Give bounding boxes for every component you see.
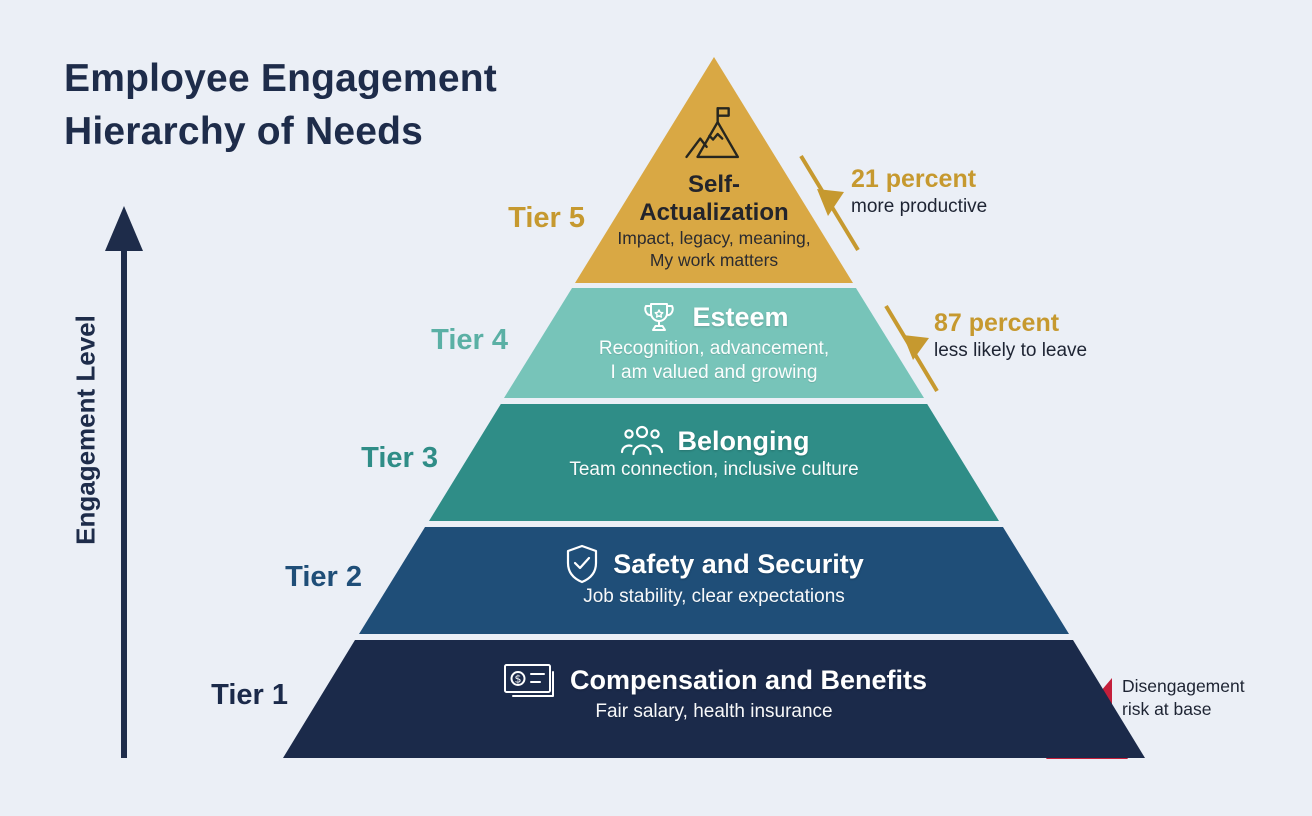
mountain-flag-icon — [685, 107, 740, 159]
tier-3-desc-line1: Team connection, inclusive culture — [569, 459, 859, 480]
svg-text:$: $ — [514, 673, 521, 686]
disengagement-risk-line2: risk at base — [1122, 699, 1212, 719]
disengagement-risk-line1: Disengagement — [1122, 676, 1245, 696]
tier-5-band-self-actualization: Self- Actualization Impact, legacy, mean… — [575, 57, 853, 283]
tier-4-title: Esteem — [692, 301, 789, 332]
page-title-line2: Hierarchy of Needs — [64, 110, 424, 153]
tier-1-label: Tier 1 — [211, 679, 288, 711]
people-group-icon — [620, 425, 663, 456]
tier-5-label: Tier 5 — [508, 202, 585, 234]
tier-4-desc-line2: I am valued and growing — [610, 362, 818, 383]
tier-5-desc-line2: My work matters — [649, 250, 779, 270]
tier-2-title: Safety and Security — [613, 548, 864, 579]
trophy-icon — [644, 303, 675, 331]
tier-5-desc-line1: Impact, legacy, meaning, — [617, 228, 811, 248]
tier-4-label: Tier 4 — [431, 324, 508, 356]
up-arrow-icon — [105, 206, 143, 758]
tier-1-band-compensation-benefits: $ Compensation and Benefits Fair salary,… — [283, 640, 1145, 758]
tier-2-band-safety-security: Safety and Security Job stability, clear… — [359, 527, 1069, 634]
stat-less-likely-to-leave: 87 percent less likely to leave — [934, 309, 1087, 363]
shield-check-icon — [567, 544, 598, 584]
stat-less-likely-to-leave-text: less likely to leave — [934, 340, 1088, 361]
tier-3-label: Tier 3 — [361, 442, 438, 474]
tier-2-desc-line1: Job stability, clear expectations — [583, 586, 845, 607]
tier-3-band-belonging: Belonging Team connection, inclusive cul… — [429, 404, 999, 521]
page-title-line1: Employee Engagement — [64, 57, 497, 100]
tier-2-label: Tier 2 — [285, 561, 362, 593]
engagement-level-axis-label: Engagement Level — [70, 315, 101, 545]
tier-4-desc-line1: Recognition, advancement, — [598, 338, 830, 359]
banknote-icon: $ — [503, 664, 554, 697]
stat-less-likely-to-leave-value: 87 percent — [934, 309, 1060, 337]
stat-more-productive-value: 21 percent — [851, 165, 977, 193]
tier-3-title: Belonging — [677, 425, 810, 456]
tier-5-title-line2: Actualization — [639, 199, 789, 226]
tier-1-desc-line1: Fair salary, health insurance — [595, 701, 833, 722]
tier-4-band-esteem: Esteem Recognition, advancement, I am va… — [504, 288, 924, 398]
stat-more-productive: 21 percent more productive — [851, 165, 987, 219]
page-title: Employee Engagement Hierarchy of Needs — [64, 52, 497, 158]
tier-5-title-line1: Self- — [687, 171, 740, 198]
stat-more-productive-text: more productive — [851, 196, 988, 217]
disengagement-risk-note: Disengagement risk at base — [1122, 675, 1245, 721]
tier-1-title: Compensation and Benefits — [569, 664, 928, 695]
